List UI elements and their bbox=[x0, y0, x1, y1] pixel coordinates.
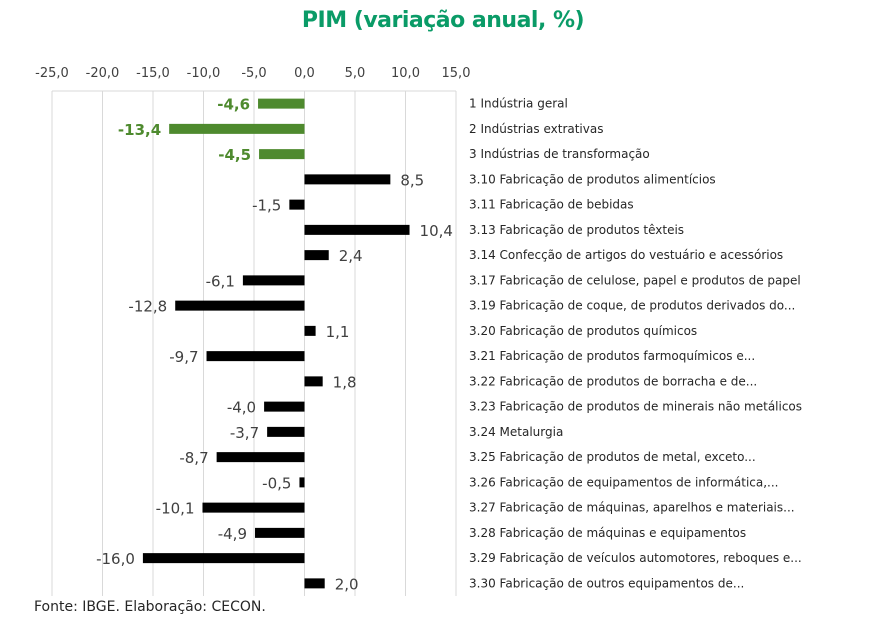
source-note: Fonte: IBGE. Elaboração: CECON. bbox=[34, 599, 266, 615]
data-label: 2,4 bbox=[339, 247, 363, 265]
x-tick-label: 5,0 bbox=[345, 66, 366, 81]
bar bbox=[258, 98, 305, 109]
bar bbox=[175, 300, 305, 311]
data-label: 10,4 bbox=[420, 222, 453, 240]
x-tick-label: -15,0 bbox=[136, 66, 170, 81]
x-tick-label: 10,0 bbox=[391, 66, 420, 81]
category-label: 3.27 Fabricação de máquinas, aparelhos e… bbox=[469, 501, 795, 515]
chart-title: PIM (variação anual, %) bbox=[301, 8, 585, 33]
category-label: 3.21 Fabricação de produtos farmoquímico… bbox=[469, 349, 755, 363]
x-tick-label: -5,0 bbox=[241, 66, 266, 81]
bar bbox=[299, 477, 305, 488]
bar bbox=[289, 199, 305, 210]
bar bbox=[259, 149, 305, 160]
bar bbox=[267, 426, 305, 437]
category-label: 3.29 Fabricação de veículos automotores,… bbox=[469, 551, 802, 565]
data-label: 8,5 bbox=[400, 171, 424, 189]
x-tick-label: -25,0 bbox=[35, 66, 69, 81]
bar bbox=[242, 275, 305, 286]
bars bbox=[142, 98, 410, 589]
data-label: -1,5 bbox=[252, 197, 281, 215]
data-label: -4,0 bbox=[227, 399, 256, 417]
category-label: 3.23 Fabricação de produtos de minerais … bbox=[469, 400, 802, 414]
category-label: 3.20 Fabricação de produtos químicos bbox=[469, 324, 697, 338]
x-tick-label: 15,0 bbox=[442, 66, 471, 81]
data-label: 2,0 bbox=[335, 575, 359, 593]
bar bbox=[304, 376, 323, 387]
x-axis-ticks: -25,0 -20,0 -15,0 -10,0 -5,0 0,0 5,0 10,0 15,0 bbox=[35, 66, 470, 81]
x-tick-label: 0,0 bbox=[294, 66, 315, 81]
grid-lines bbox=[51, 90, 457, 596]
category-labels: 1 Indústria geral 2 Indústrias extrativas… bbox=[469, 97, 802, 591]
category-label: 3 Indústrias de transformação bbox=[469, 147, 650, 161]
bar bbox=[304, 325, 316, 336]
bar bbox=[142, 553, 305, 564]
category-label: 3.14 Confecção de artigos do vestuário e… bbox=[469, 248, 783, 262]
category-label: 3.30 Fabricação de outros equipamentos d… bbox=[469, 576, 744, 590]
data-label: 1,8 bbox=[333, 373, 357, 391]
bar bbox=[202, 502, 305, 513]
data-label: -13,4 bbox=[118, 121, 161, 139]
data-label: -4,6 bbox=[217, 96, 250, 114]
category-label: 3.11 Fabricação de bebidas bbox=[469, 198, 634, 212]
data-labels: -4,6 -13,4 -4,5 8,5 -1,5 10,4 2,4 -6,1 -12,8 1,1 -… bbox=[96, 96, 453, 594]
data-label: -9,7 bbox=[169, 348, 198, 366]
category-label: 1 Indústria geral bbox=[469, 97, 568, 111]
data-label: -16,0 bbox=[96, 550, 135, 568]
bar bbox=[255, 527, 305, 538]
data-label: -6,1 bbox=[206, 272, 235, 290]
data-label: -0,5 bbox=[262, 474, 291, 492]
data-label: -4,9 bbox=[218, 525, 247, 543]
category-label: 3.19 Fabricação de coque, de produtos de… bbox=[469, 299, 795, 313]
bar bbox=[216, 452, 305, 463]
x-tick-label: -20,0 bbox=[86, 66, 120, 81]
category-label: 3.10 Fabricação de produtos alimentícios bbox=[469, 172, 716, 186]
category-label: 3.22 Fabricação de produtos de borracha … bbox=[469, 374, 757, 388]
data-label: -12,8 bbox=[128, 298, 167, 316]
bar bbox=[304, 224, 410, 235]
data-label: 1,1 bbox=[326, 323, 350, 341]
bar bbox=[304, 174, 391, 185]
category-label: 3.26 Fabricação de equipamentos de infor… bbox=[469, 475, 778, 489]
category-label: 3.25 Fabricação de produtos de metal, ex… bbox=[469, 450, 756, 464]
x-tick-label: -10,0 bbox=[187, 66, 221, 81]
bar bbox=[169, 123, 305, 134]
bar bbox=[304, 250, 329, 261]
bar bbox=[206, 351, 305, 362]
data-label: -8,7 bbox=[179, 449, 208, 467]
data-label: -10,1 bbox=[156, 500, 195, 518]
bar bbox=[304, 578, 325, 589]
data-label: -4,5 bbox=[218, 146, 251, 164]
data-label: -3,7 bbox=[230, 424, 259, 442]
category-label: 3.17 Fabricação de celulose, papel e pro… bbox=[469, 273, 801, 287]
category-label: 3.24 Metalurgia bbox=[469, 425, 563, 439]
bar bbox=[264, 401, 305, 412]
category-label: 3.13 Fabricação de produtos têxteis bbox=[469, 223, 684, 237]
category-label: 3.28 Fabricação de máquinas e equipament… bbox=[469, 526, 746, 540]
category-label: 2 Indústrias extrativas bbox=[469, 122, 603, 136]
